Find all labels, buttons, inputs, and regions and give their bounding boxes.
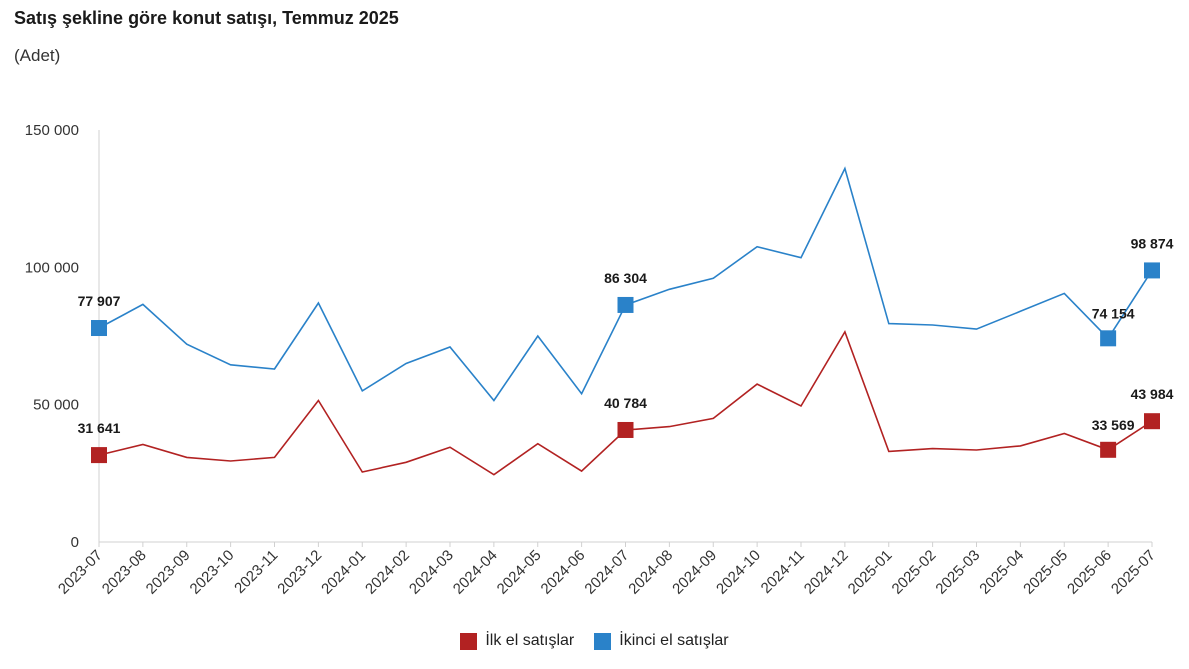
data-label: 31 641: [78, 420, 121, 436]
data-marker: [1100, 330, 1117, 347]
legend-swatch-ilk-el: [460, 632, 478, 650]
chart-title: Satış şekline göre konut satışı, Temmuz …: [14, 8, 399, 28]
x-tick-label: 2024-10: [713, 547, 764, 598]
x-tick-label: 2023-09: [143, 547, 194, 598]
x-tick-label: 2025-03: [932, 547, 983, 598]
y-tick-label: 50 000: [33, 397, 79, 414]
data-marker: [617, 296, 634, 313]
y-tick-label: 0: [71, 534, 79, 551]
data-label: 33 569: [1092, 417, 1135, 433]
x-tick-label: 2023-11: [231, 547, 281, 597]
data-label: 98 874: [1131, 235, 1174, 251]
data-label: 43 984: [1131, 386, 1174, 402]
data-label: 74 154: [1092, 305, 1135, 321]
x-tick-label: 2023-10: [186, 547, 237, 598]
y-tick-label: 150 000: [25, 122, 79, 139]
data-marker: [91, 320, 107, 337]
x-tick-label: 2024-03: [406, 547, 457, 598]
x-tick-label: 2024-05: [494, 547, 545, 598]
x-tick-label: 2025-05: [1020, 547, 1071, 598]
data-marker: [91, 447, 107, 464]
x-tick-label: 2024-06: [537, 547, 588, 598]
legend-label-ilk-el: İlk el satışlar: [485, 632, 575, 649]
x-tick-label: 2024-09: [669, 547, 720, 598]
x-tick-label: 2023-07: [55, 547, 106, 598]
x-tick-label: 2023-08: [99, 547, 150, 598]
x-tick-label: 2024-04: [450, 547, 501, 598]
data-marker: [617, 421, 634, 438]
x-tick-label: 2024-11: [758, 547, 808, 597]
legend-label-ikinci-el: İkinci el satışlar: [619, 632, 729, 649]
data-marker: [1144, 262, 1160, 279]
x-tick-label: 2024-02: [362, 547, 413, 598]
legend-swatch-ikinci-el: [594, 632, 612, 650]
x-tick-label: 2025-01: [845, 547, 896, 598]
y-tick-label: 100 000: [25, 259, 79, 276]
data-marker: [1144, 413, 1160, 430]
x-tick-label: 2024-01: [318, 547, 369, 598]
legend-item-ikinci-el[interactable]: İkinci el satışlar: [594, 632, 729, 650]
x-tick-label: 2023-12: [274, 547, 325, 598]
data-label: 86 304: [604, 270, 647, 286]
data-label: 40 784: [604, 395, 647, 411]
x-tick-label: 2025-06: [1064, 547, 1115, 598]
legend-item-ilk-el[interactable]: İlk el satışlar: [460, 632, 574, 650]
data-label: 77 907: [78, 293, 121, 309]
x-tick-label: 2024-07: [581, 547, 632, 598]
x-tick-label: 2024-08: [625, 547, 676, 598]
x-tick-label: 2024-12: [801, 547, 852, 598]
legend: İlk el satışlar İkinci el satışlar: [0, 632, 1189, 650]
x-tick-label: 2025-02: [888, 547, 939, 598]
x-tick-label: 2025-07: [1108, 547, 1159, 598]
chart-subtitle: (Adet): [14, 46, 61, 65]
x-tick-label: 2025-04: [976, 547, 1027, 598]
data-marker: [1100, 441, 1117, 458]
